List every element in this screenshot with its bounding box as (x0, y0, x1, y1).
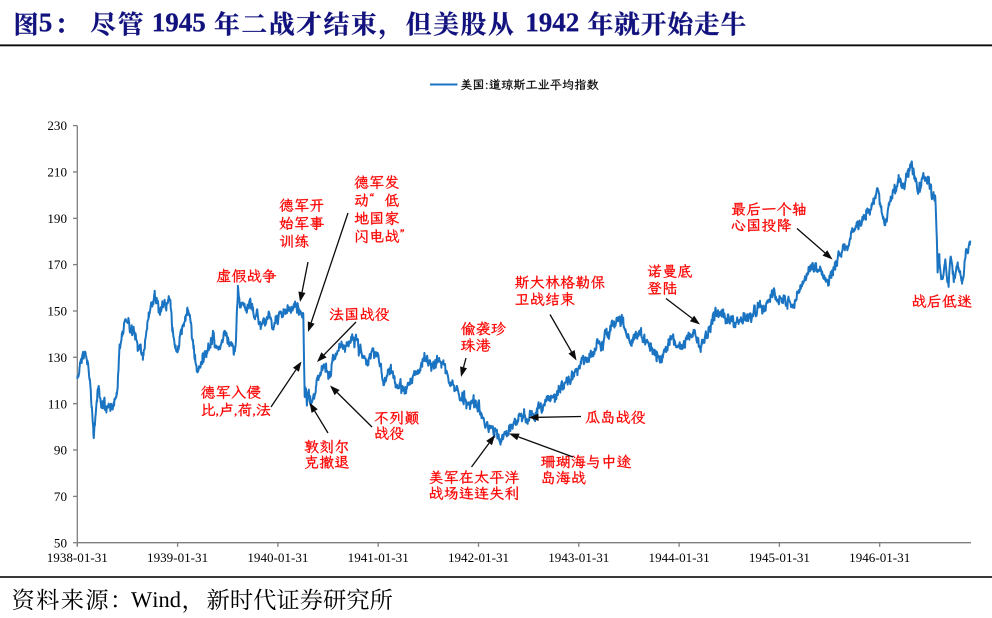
svg-text:1939-01-31: 1939-01-31 (147, 550, 208, 565)
svg-text:90: 90 (54, 443, 68, 458)
svg-text:1938-01-31: 1938-01-31 (47, 550, 108, 565)
svg-text:1940-01-31: 1940-01-31 (247, 550, 308, 565)
svg-text:50: 50 (54, 535, 68, 550)
svg-text:230: 230 (47, 118, 67, 133)
svg-text:130: 130 (47, 350, 67, 365)
svg-text:150: 150 (47, 304, 67, 319)
svg-text:210: 210 (47, 165, 67, 180)
svg-text:170: 170 (47, 257, 67, 272)
svg-text:70: 70 (54, 489, 68, 504)
svg-text:190: 190 (47, 211, 67, 226)
svg-text:110: 110 (48, 396, 68, 411)
svg-text:1945-01-31: 1945-01-31 (749, 550, 810, 565)
svg-text:1946-01-31: 1946-01-31 (849, 550, 910, 565)
svg-text:1942-01-31: 1942-01-31 (448, 550, 509, 565)
svg-text:1941-01-31: 1941-01-31 (348, 550, 409, 565)
svg-text:1943-01-31: 1943-01-31 (548, 550, 609, 565)
svg-text:1944-01-31: 1944-01-31 (649, 550, 710, 565)
